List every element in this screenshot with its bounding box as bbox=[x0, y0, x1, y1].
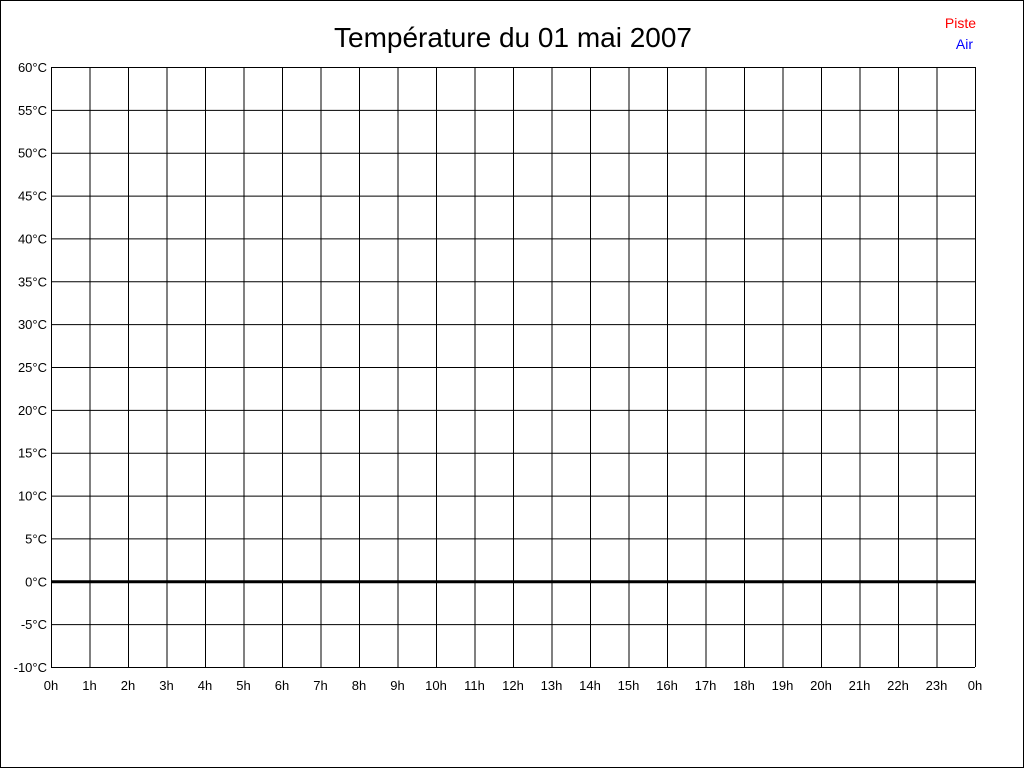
grid bbox=[51, 67, 976, 668]
x-tick-label: 8h bbox=[352, 678, 366, 693]
x-tick-label: 20h bbox=[810, 678, 832, 693]
x-tick-label: 9h bbox=[390, 678, 404, 693]
axis-labels: 60°C 55°C 50°C 45°C 40°C 35°C 30°C 25°C 20°C 15°C… bbox=[14, 60, 983, 693]
x-tick-label: 3h bbox=[159, 678, 173, 693]
y-tick-label: 15°C bbox=[18, 446, 47, 461]
legend-piste: Piste bbox=[945, 15, 976, 31]
y-tick-label: 10°C bbox=[18, 489, 47, 504]
y-tick-label: 30°C bbox=[18, 317, 47, 332]
x-tick-label: 16h bbox=[656, 678, 678, 693]
y-tick-label: 20°C bbox=[18, 403, 47, 418]
x-tick-label: 19h bbox=[772, 678, 794, 693]
x-tick-label: 23h bbox=[926, 678, 948, 693]
y-tick-label: 60°C bbox=[18, 60, 47, 75]
y-tick-label: 55°C bbox=[18, 103, 47, 118]
y-tick-label: 45°C bbox=[18, 189, 47, 204]
y-tick-label: 5°C bbox=[25, 531, 47, 546]
x-tick-label: 6h bbox=[275, 678, 289, 693]
x-tick-label: 2h bbox=[121, 678, 135, 693]
chart-title: Température du 01 mai 2007 bbox=[334, 22, 692, 53]
y-tick-label: -10°C bbox=[14, 660, 47, 675]
x-tick-label: 7h bbox=[313, 678, 327, 693]
x-tick-label: 22h bbox=[887, 678, 909, 693]
x-tick-label: 1h bbox=[82, 678, 96, 693]
x-tick-label: 14h bbox=[579, 678, 601, 693]
x-tick-label: 4h bbox=[198, 678, 212, 693]
x-tick-label: 10h bbox=[425, 678, 447, 693]
y-tick-label: 50°C bbox=[18, 146, 47, 161]
legend-air: Air bbox=[956, 36, 973, 52]
y-tick-label: -5°C bbox=[21, 617, 47, 632]
x-tick-label: 18h bbox=[733, 678, 755, 693]
x-tick-label: 12h bbox=[502, 678, 524, 693]
x-tick-label: 13h bbox=[541, 678, 563, 693]
x-tick-label: 21h bbox=[849, 678, 871, 693]
y-tick-label: 40°C bbox=[18, 231, 47, 246]
x-tick-label: 15h bbox=[618, 678, 640, 693]
x-tick-label: 11h bbox=[464, 678, 485, 693]
x-tick-label: 5h bbox=[236, 678, 250, 693]
x-tick-label: 17h bbox=[695, 678, 717, 693]
y-tick-label: 35°C bbox=[18, 274, 47, 289]
y-tick-label: 25°C bbox=[18, 360, 47, 375]
y-tick-label: 0°C bbox=[25, 574, 47, 589]
x-tick-label: 0h bbox=[968, 678, 982, 693]
x-tick-label: 0h bbox=[44, 678, 58, 693]
